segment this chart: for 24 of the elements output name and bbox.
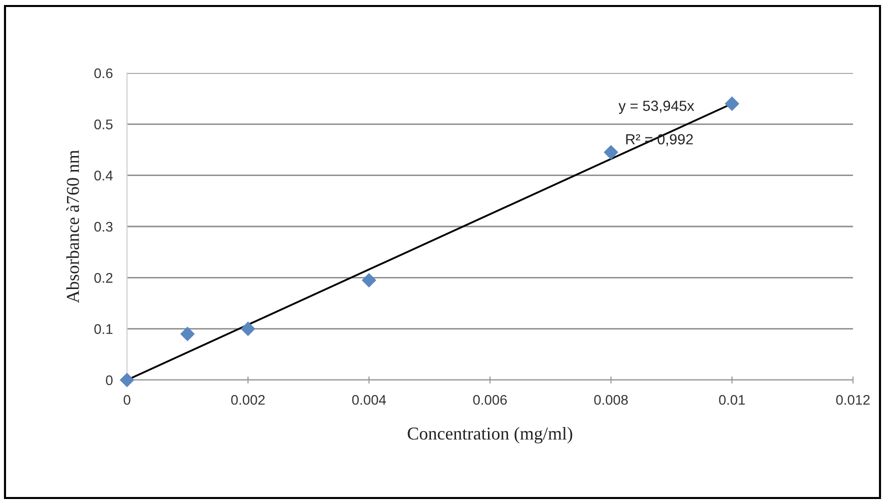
y-axis-title: Absorbance à760 nm — [66, 150, 80, 304]
annotation: y = 53,945x — [618, 100, 694, 114]
y-tick-label: 0.4 — [94, 170, 113, 181]
point — [180, 326, 195, 342]
x-tick-label: 0.008 — [594, 394, 628, 405]
y-tick-label: 0.6 — [94, 68, 112, 78]
x-tick-label: 0 — [124, 394, 130, 405]
point — [240, 322, 256, 336]
x-tick-label: 0.004 — [352, 394, 386, 405]
annotation: R² = 0,992 — [626, 134, 693, 146]
y-tick-label: 0.2 — [94, 273, 112, 283]
x-tick-label: 0.006 — [473, 394, 507, 405]
x-tick-label: 0.002 — [231, 394, 265, 405]
y-tick-label: 0.3 — [94, 222, 112, 232]
point — [120, 372, 134, 388]
y-tick-label: 0.5 — [94, 120, 113, 130]
point — [724, 96, 740, 111]
x-axis-title: Concentration (mg/ml) — [408, 426, 572, 444]
y-tick-label: 0.1 — [94, 324, 112, 334]
x-tick-label: 0.012 — [836, 394, 870, 405]
point — [604, 145, 618, 160]
x-tick-label: 0.01 — [719, 394, 745, 405]
y-tick-label: 0 — [106, 375, 113, 386]
point — [362, 272, 376, 288]
